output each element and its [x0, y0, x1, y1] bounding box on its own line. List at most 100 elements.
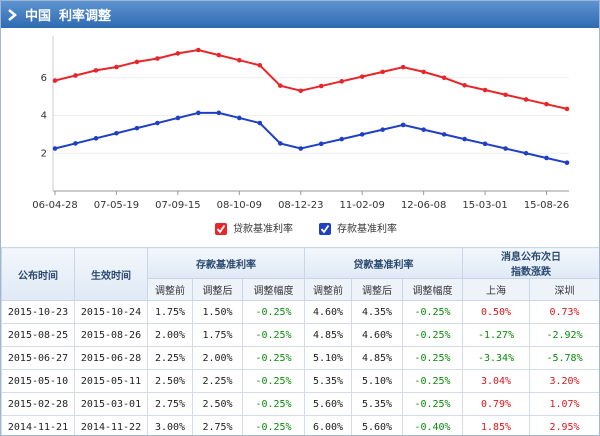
data-point [237, 57, 242, 63]
x-tick-label: 08-12-23 [278, 200, 323, 211]
legend-label: 贷款基准利率 [233, 222, 293, 235]
x-tick-label: 07-05-19 [94, 200, 139, 211]
table-cell: 2.50% [192, 392, 243, 416]
table-cell: 5.60% [304, 392, 353, 416]
x-tick-label: 11-02-09 [340, 200, 385, 211]
table-cell: 3.20% [529, 369, 599, 393]
table-cell: -0.25% [402, 369, 464, 393]
data-point [134, 125, 140, 131]
data-point [359, 74, 365, 79]
data-point [196, 47, 201, 53]
sub-header: 调整前 [304, 278, 353, 301]
table-cell: 2.95% [529, 415, 599, 435]
group-header: 消息公布次日 指数涨跌 [462, 247, 599, 279]
table-cell: 2015-06-27 [1, 346, 75, 370]
col-header: 公布时间 [1, 247, 75, 301]
data-point [318, 141, 324, 147]
table-cell: 2015-10-24 [74, 300, 148, 324]
data-point [93, 136, 99, 141]
data-point [216, 52, 222, 58]
x-tick-label: 06-04-28 [32, 200, 77, 211]
table-row: 2015-02-28 2015-03-01 2.75% 2.50% -0.25% 5.60… [1, 392, 599, 416]
data-point [318, 83, 324, 89]
data-point [462, 83, 467, 88]
table-cell: -0.25% [402, 346, 464, 370]
header-bar: 中国 利率调整 [1, 1, 599, 28]
table-cell: 5.35% [304, 369, 353, 393]
group-header: 贷款基准利率 [304, 247, 464, 279]
data-point [523, 97, 529, 102]
data-point [155, 56, 160, 61]
data-point [380, 127, 385, 132]
table-cell: 4.60% [351, 323, 404, 347]
group-header-line: 指数涨跌 [511, 267, 552, 278]
table-cell: -0.40% [402, 415, 464, 435]
data-point [441, 75, 447, 81]
table-row: 2015-05-10 2015-05-11 2.50% 2.25% -0.25% 5.35… [1, 369, 599, 393]
table-row: 2015-08-25 2015-08-26 2.00% 1.75% -0.25% 4.85… [1, 323, 599, 347]
data-point [237, 115, 242, 121]
data-point [93, 68, 99, 73]
table-cell: -0.25% [241, 415, 306, 435]
data-point [482, 141, 488, 147]
table-cell: 2015-05-10 [1, 369, 75, 393]
table-cell: 2014-11-21 [1, 415, 75, 435]
data-point [441, 132, 447, 137]
table-cell: 5.10% [304, 346, 353, 370]
data-point [400, 64, 406, 70]
col-header: 生效时间 [74, 247, 148, 301]
table-cell: -0.25% [241, 392, 306, 416]
table-cell: 4.60% [304, 300, 353, 324]
table-cell: 5.60% [351, 415, 404, 435]
data-point [134, 59, 140, 65]
table-cell: 3.04% [462, 369, 531, 393]
table-cell: 0.79% [462, 392, 531, 416]
data-point [421, 69, 426, 75]
data-point [359, 132, 365, 137]
table-cell: -0.25% [402, 300, 464, 324]
series-line [54, 48, 568, 110]
table-cell: 6.00% [304, 415, 353, 435]
data-point [175, 51, 181, 56]
data-point [503, 146, 508, 151]
x-tick-label: 15-03-01 [462, 200, 507, 211]
data-point [380, 69, 385, 75]
data-point [114, 130, 119, 136]
y-tick-label: 2 [41, 148, 47, 159]
data-point [277, 141, 283, 146]
data-point [175, 115, 181, 121]
table-cell: 2.75% [192, 415, 243, 435]
data-point [114, 64, 119, 70]
data-point [73, 73, 78, 78]
sub-header: 调整幅度 [402, 278, 464, 301]
sub-header: 调整前 [147, 278, 193, 301]
table-cell: 2.25% [147, 346, 193, 370]
table-cell: -2.92% [529, 323, 599, 347]
table-cell: 2.00% [147, 323, 193, 347]
data-point [257, 62, 263, 68]
table-cell: 1.75% [192, 323, 243, 347]
sub-header: 调整后 [192, 278, 243, 301]
table-body: 2015-10-23 2015-10-24 1.75% 1.50% -0.25% 4.60… [1, 300, 599, 435]
data-point [155, 120, 160, 126]
table-cell: 2015-10-23 [1, 300, 75, 324]
chevron-icon [8, 8, 17, 21]
table-cell: 0.73% [529, 300, 599, 324]
table-cell: 1.07% [529, 392, 599, 416]
data-point [482, 87, 488, 93]
table-cell: -0.25% [402, 323, 464, 347]
data-point [523, 150, 529, 156]
data-point [544, 101, 549, 107]
data-point [257, 120, 263, 126]
table-cell: 3.00% [147, 415, 193, 435]
table-cell: -0.25% [241, 323, 306, 347]
data-point [52, 146, 58, 151]
data-point [564, 160, 570, 165]
table-cell: 5.10% [351, 369, 404, 393]
series-line [54, 111, 568, 164]
data-point [277, 83, 283, 88]
table-cell: 2.00% [192, 346, 243, 370]
table-cell: -0.25% [241, 300, 306, 324]
table-cell: 2.25% [192, 369, 243, 393]
